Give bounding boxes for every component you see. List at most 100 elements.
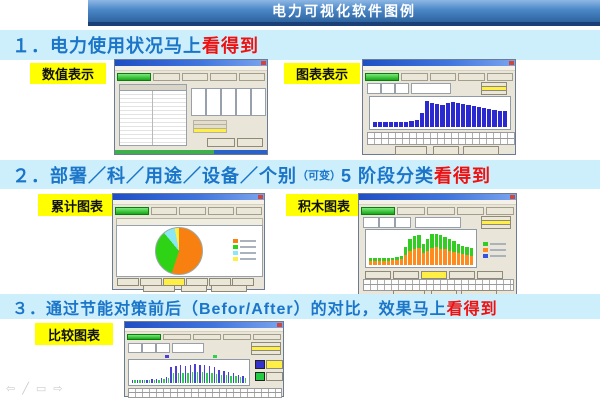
bar-group	[141, 362, 146, 383]
tab-button	[458, 73, 485, 81]
bar-segment	[469, 248, 473, 256]
mini-toolbar	[363, 71, 515, 83]
bar	[177, 372, 179, 383]
bar	[409, 121, 414, 127]
footer-button	[365, 271, 391, 279]
bar-segment	[408, 250, 412, 265]
bar-segment	[421, 244, 425, 254]
bar-segment	[439, 248, 443, 265]
bar-segment	[408, 238, 412, 251]
active-tab-green-button	[127, 334, 161, 340]
bar-group	[237, 362, 242, 383]
pen-tool-icon[interactable]: ╱	[22, 383, 29, 395]
tab-button	[163, 334, 191, 340]
close-icon	[258, 195, 263, 199]
stacked-bar	[443, 232, 447, 265]
active-tab-green-button	[115, 207, 149, 215]
bar	[237, 374, 239, 383]
bar-segment	[369, 258, 373, 261]
bar	[163, 379, 165, 383]
bar	[158, 380, 160, 383]
bar	[196, 372, 199, 383]
slideshow-menu-icon[interactable]: ▭	[35, 383, 47, 395]
list-box	[236, 88, 251, 116]
bar	[179, 365, 182, 383]
bar	[213, 367, 215, 383]
bar-segment	[452, 241, 456, 252]
section-2-heading-accent: 看得到	[434, 165, 492, 186]
bar	[502, 110, 507, 127]
section-3-heading: ３．通过节能对策前后（Befor/After）的对比，效果马上	[12, 300, 447, 318]
tab-button	[456, 207, 485, 215]
tab-button	[151, 207, 178, 215]
label-chart-text: 图表表示	[295, 67, 348, 82]
stacked-bar	[447, 232, 452, 265]
label-comparison-chart: 比较图表	[35, 323, 113, 345]
bar	[155, 379, 158, 383]
legend-swatch	[483, 254, 488, 258]
bar	[146, 379, 148, 383]
bar-segment	[434, 233, 438, 248]
filter-field	[367, 83, 381, 94]
tab-button	[486, 73, 513, 81]
legend-text-placeholder	[240, 246, 256, 248]
close-icon	[277, 323, 282, 327]
bar-segment	[373, 260, 377, 265]
bar	[187, 373, 189, 383]
bar	[461, 103, 466, 127]
bar	[215, 373, 218, 383]
stacked-bar	[382, 232, 386, 265]
bar	[440, 104, 445, 127]
pie-chart	[155, 227, 203, 275]
bar	[203, 365, 206, 383]
comparison-bar-chart	[128, 359, 250, 386]
close-icon	[509, 61, 514, 65]
previous-slide-icon[interactable]: ⇦	[6, 383, 16, 395]
tab-button	[397, 207, 425, 215]
bar-segment	[377, 260, 382, 265]
bar	[424, 101, 430, 127]
legend-text-placeholder	[240, 258, 256, 260]
bar-segment	[390, 260, 395, 265]
list-box	[191, 88, 206, 116]
bar-group	[213, 362, 218, 383]
tab-button	[235, 207, 262, 215]
stacked-bar	[386, 232, 390, 265]
bar-segment	[469, 255, 473, 265]
legend-entry	[483, 254, 506, 258]
bar-group	[160, 362, 165, 383]
mini-titlebar	[359, 194, 516, 200]
stacked-bar	[465, 232, 469, 265]
bar-chart	[369, 96, 511, 130]
legend-text-placeholder	[490, 243, 506, 245]
stacked-bar	[469, 232, 473, 265]
section-2-heading-strip: ２．部署／科／用途／设备／个别 （可变） 5 阶段分类 看得到	[0, 160, 600, 189]
bar-segment	[399, 259, 403, 265]
next-slide-icon[interactable]: ⇨	[53, 383, 63, 395]
legend-swatch	[233, 245, 238, 249]
screenshot-pie-chart-app	[112, 193, 265, 292]
bar-segment	[447, 239, 452, 251]
bar	[194, 363, 196, 383]
after-series-marker	[213, 355, 217, 358]
bar-group	[203, 362, 208, 383]
dialog-button	[143, 285, 175, 292]
section-1-heading-strip: １．电力使用状况马上 看得到	[0, 30, 600, 60]
stacked-bar	[452, 232, 456, 265]
label-stacked-text: 积木图表	[297, 198, 350, 214]
filter-field	[381, 83, 395, 94]
bar-group	[165, 362, 170, 383]
mini-toolbar	[113, 205, 264, 217]
bar-segment	[421, 253, 425, 265]
pie-legend	[233, 239, 256, 261]
bar-segment	[404, 254, 408, 265]
mini-menubar	[113, 200, 264, 205]
bar-group	[189, 362, 194, 383]
stacked-bar	[369, 232, 373, 265]
legend-swatch	[483, 242, 488, 246]
bar	[378, 122, 383, 127]
legend-entry	[233, 257, 256, 261]
bar-segment	[434, 247, 438, 265]
mini-menubar	[125, 328, 283, 332]
list-box	[251, 88, 266, 116]
